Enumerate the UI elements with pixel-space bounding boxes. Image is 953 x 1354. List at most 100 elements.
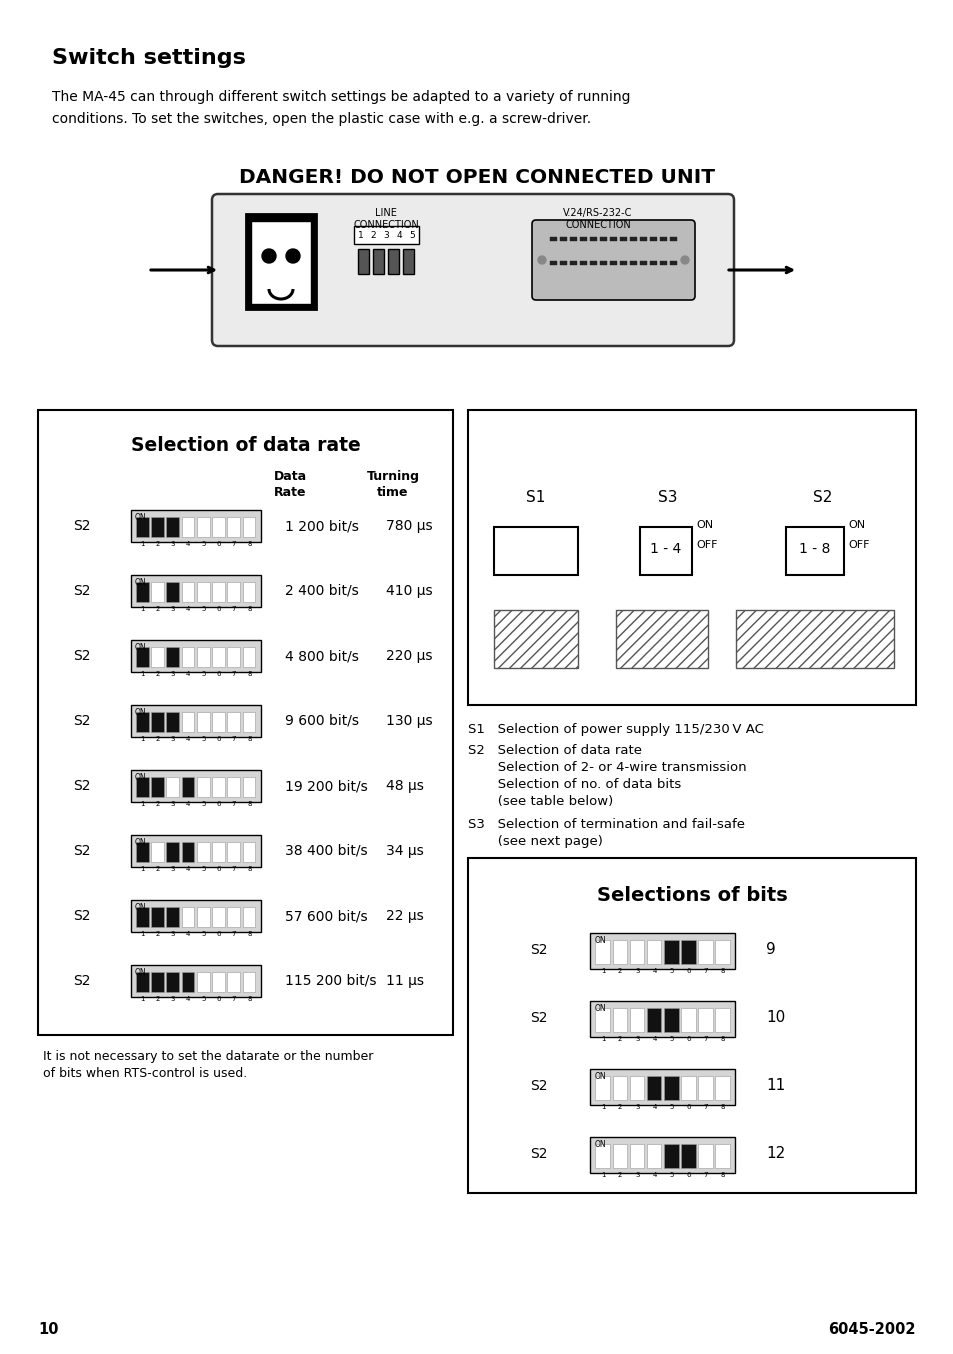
Text: 5: 5 [201, 672, 206, 677]
Bar [136, 647, 149, 668]
Bar [167, 842, 179, 862]
Text: Selection of data rate: Selection of data rate [131, 436, 360, 455]
Text: 5: 5 [201, 607, 206, 612]
Bar [167, 972, 179, 992]
Text: 8: 8 [247, 997, 252, 1002]
Bar [680, 1144, 695, 1169]
Text: V.24/RS-232-C
CONNECTION: V.24/RS-232-C CONNECTION [562, 209, 632, 230]
Bar [612, 940, 626, 964]
Text: 4: 4 [186, 672, 191, 677]
Bar [680, 940, 695, 964]
Bar [152, 647, 164, 668]
Text: 1: 1 [140, 542, 145, 547]
Text: OFF: OFF [696, 540, 717, 550]
Text: 4: 4 [186, 997, 191, 1002]
Text: ON: ON [696, 520, 713, 529]
Text: (see table below): (see table below) [468, 795, 613, 808]
Bar [619, 237, 626, 241]
Text: 2: 2 [371, 232, 375, 240]
Text: S1: S1 [526, 490, 545, 505]
Bar [212, 712, 225, 733]
Text: 8: 8 [720, 1036, 724, 1043]
Text: S2: S2 [73, 974, 91, 988]
Text: S1   Selection of power supply 115/230 V AC: S1 Selection of power supply 115/230 V A… [468, 723, 763, 737]
Text: 7: 7 [702, 1036, 707, 1043]
Text: 2: 2 [155, 607, 160, 612]
Bar [196, 712, 210, 733]
Bar [152, 907, 164, 927]
Bar [373, 249, 384, 274]
Text: S2: S2 [530, 1011, 547, 1025]
Text: 2: 2 [618, 1173, 621, 1178]
Text: 5: 5 [201, 932, 206, 937]
Bar [579, 237, 586, 241]
Text: Selections of bits: Selections of bits [596, 886, 786, 904]
Bar [639, 237, 646, 241]
Bar [468, 410, 915, 705]
FancyBboxPatch shape [212, 194, 733, 347]
Text: 2: 2 [155, 867, 160, 872]
Text: 6: 6 [686, 1036, 690, 1043]
Text: 220 μs: 220 μs [386, 649, 432, 663]
Text: 1: 1 [140, 737, 145, 742]
Bar [595, 1007, 610, 1032]
Text: ON: ON [135, 773, 147, 783]
Text: 1 200 bit/s: 1 200 bit/s [285, 519, 358, 533]
Text: 8: 8 [247, 542, 252, 547]
Text: 2: 2 [155, 542, 160, 547]
Bar [182, 972, 194, 992]
Bar [612, 1007, 626, 1032]
Text: 3: 3 [383, 232, 389, 240]
Bar [609, 237, 617, 241]
Text: 6: 6 [216, 672, 221, 677]
Text: 8: 8 [720, 1173, 724, 1178]
Text: 1: 1 [140, 802, 145, 807]
Text: 4 800 bit/s: 4 800 bit/s [285, 649, 358, 663]
Bar [167, 712, 179, 733]
Text: 7: 7 [232, 997, 236, 1002]
Bar [242, 517, 255, 538]
Bar [663, 1144, 678, 1169]
Text: ON: ON [594, 1140, 605, 1150]
Text: 6: 6 [216, 932, 221, 937]
Text: 3: 3 [171, 607, 175, 612]
Bar [227, 517, 240, 538]
Text: ON: ON [135, 968, 147, 978]
Text: 4: 4 [186, 867, 191, 872]
Text: ON: ON [135, 643, 147, 653]
Bar [629, 1076, 643, 1099]
Bar [38, 410, 453, 1034]
Bar [680, 1007, 695, 1032]
Bar [251, 221, 311, 305]
Bar [590, 1137, 735, 1173]
Bar [242, 777, 255, 798]
Bar [550, 261, 557, 265]
Bar [785, 527, 843, 575]
Bar [646, 1076, 660, 1099]
Bar [595, 940, 610, 964]
Text: 3: 3 [635, 1173, 639, 1178]
Text: 22 μs: 22 μs [386, 909, 423, 923]
Text: 7: 7 [232, 737, 236, 742]
Bar [629, 940, 643, 964]
Text: 6: 6 [216, 802, 221, 807]
Text: 11: 11 [765, 1079, 784, 1094]
Text: 7: 7 [232, 672, 236, 677]
Bar [494, 527, 578, 575]
Bar [595, 1076, 610, 1099]
Text: S2: S2 [530, 942, 547, 957]
Bar [616, 611, 707, 668]
Text: 2: 2 [155, 672, 160, 677]
Text: S3: S3 [658, 490, 677, 505]
Text: S2   Selection of data rate: S2 Selection of data rate [468, 743, 641, 757]
Text: 780 μs: 780 μs [386, 519, 432, 533]
Text: ON: ON [594, 1005, 605, 1013]
Text: 1: 1 [140, 672, 145, 677]
Text: 2: 2 [618, 1036, 621, 1043]
Text: 3: 3 [171, 867, 175, 872]
Bar [242, 842, 255, 862]
Text: Switch settings: Switch settings [52, 47, 246, 68]
Text: 6: 6 [216, 867, 221, 872]
Text: 5: 5 [201, 802, 206, 807]
Text: 1: 1 [600, 968, 604, 974]
